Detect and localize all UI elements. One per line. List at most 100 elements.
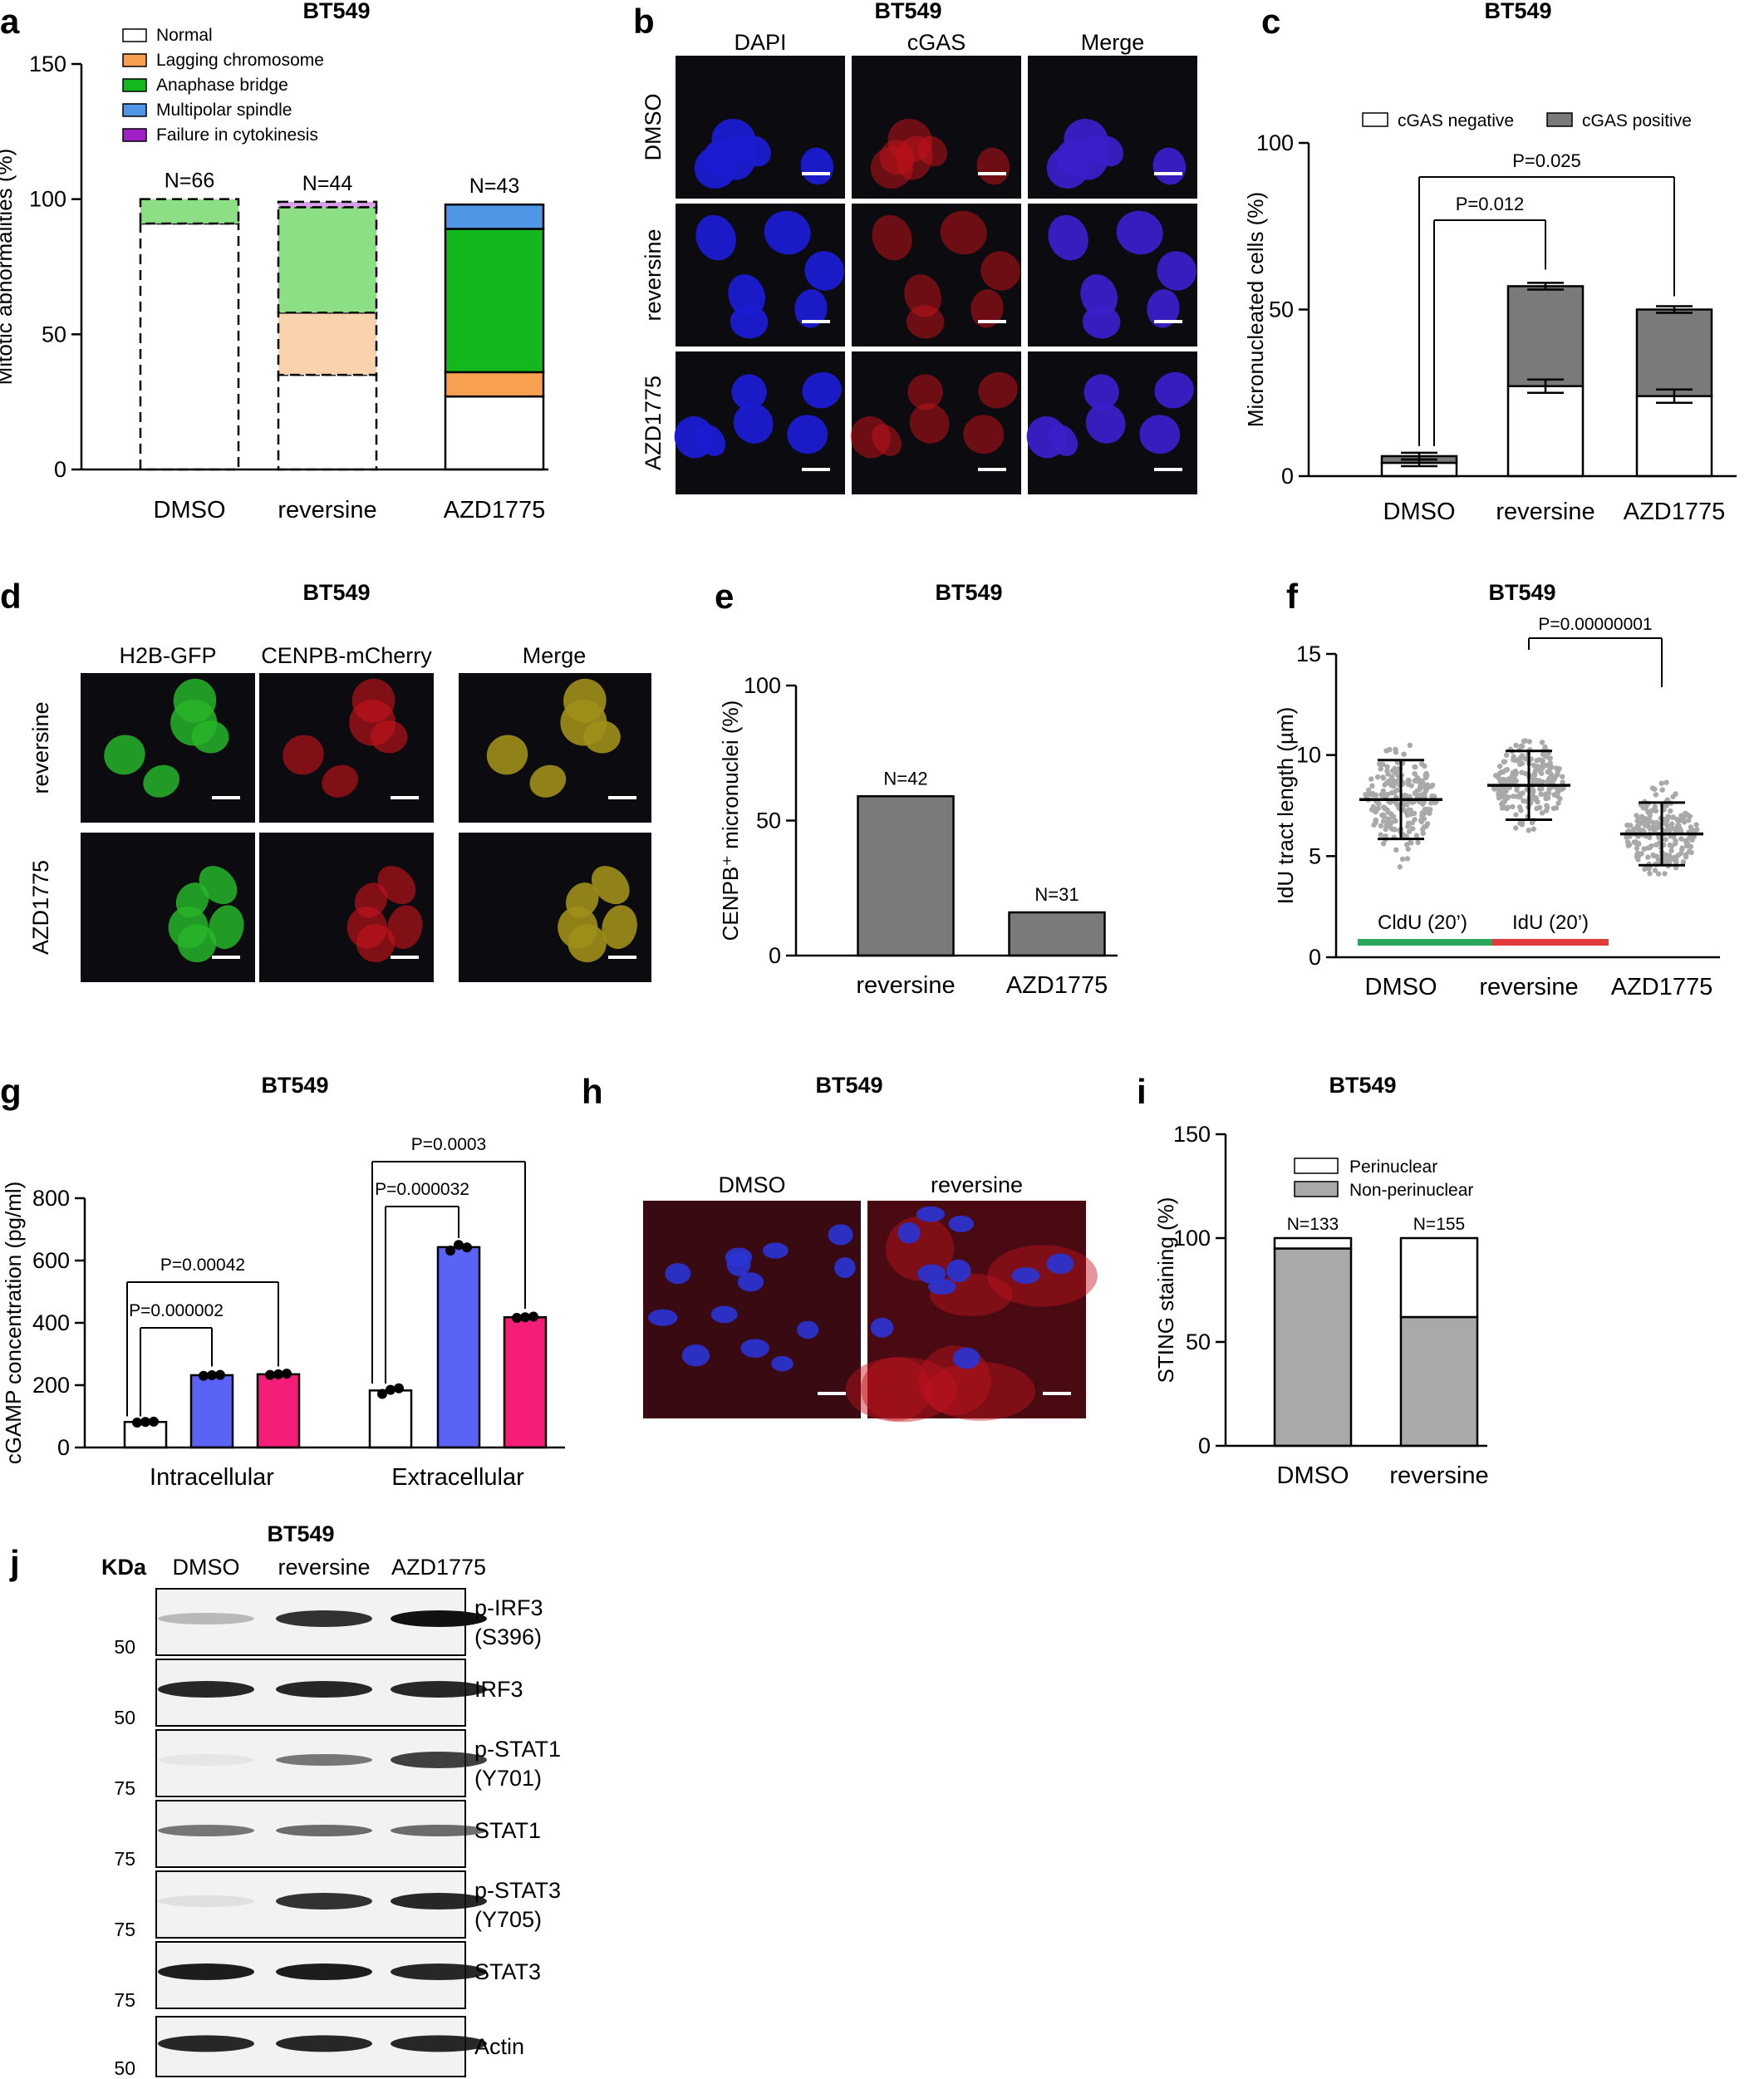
panel-d-merge-image-nucleus bbox=[565, 882, 599, 918]
panel-f-idu-label: IdU (20’) bbox=[1512, 912, 1589, 934]
panel-f-data-point bbox=[1683, 838, 1688, 843]
panel-f-data-point bbox=[1540, 779, 1546, 785]
panel-j-blot-label: (S396) bbox=[474, 1624, 542, 1649]
panel-j-band bbox=[276, 1893, 372, 1909]
panel-f-data-point bbox=[1516, 794, 1523, 800]
panel-a-legend-label: Failure in cytokinesis bbox=[156, 125, 318, 145]
panel-b-row-label: reversine bbox=[641, 229, 666, 321]
panel-c-x-label: DMSO bbox=[1383, 499, 1456, 525]
panel-f-data-point bbox=[1422, 793, 1427, 799]
panel-j-blot-label: Actin bbox=[474, 2034, 524, 2059]
panel-b-merge-image-nucleus bbox=[1157, 251, 1197, 291]
panel-h-nucleus bbox=[828, 1224, 853, 1246]
panel-g-data-point bbox=[140, 1417, 150, 1428]
panel-f-y-tick-label: 10 bbox=[1296, 743, 1321, 768]
panel-f-data-point bbox=[1419, 778, 1426, 784]
panel-f-idu-bar bbox=[1492, 939, 1609, 946]
panel-a-bar-segment bbox=[139, 222, 240, 471]
panel-a-title: BT549 bbox=[302, 0, 370, 23]
panel-d-merge-image-nucleus bbox=[486, 735, 528, 775]
panel-f-cldu-bar bbox=[1358, 939, 1492, 946]
panel-e-x-label: reversine bbox=[856, 972, 955, 999]
panel-f-data-point bbox=[1363, 791, 1368, 798]
panel-f-data-point bbox=[1542, 744, 1548, 750]
panel-f-data-point bbox=[1380, 841, 1387, 847]
panel-c-legend-swatch bbox=[1546, 112, 1573, 127]
panel-d-h2b-image-nucleus bbox=[175, 882, 209, 918]
panel-h-column-label: DMSO bbox=[719, 1172, 786, 1197]
panel-f-data-point bbox=[1650, 819, 1656, 825]
panel-e-y-tick-label: 50 bbox=[756, 808, 781, 833]
panel-h-nucleus bbox=[834, 1257, 856, 1279]
panel-f-data-point bbox=[1409, 819, 1416, 826]
panel-b-title: BT549 bbox=[874, 0, 941, 23]
panel-d-merge-image-scale-bar bbox=[608, 956, 636, 959]
panel-f-data-point bbox=[1688, 824, 1694, 830]
panel-d-column-label: CENPB-mCherry bbox=[261, 643, 432, 668]
panel-f-data-point bbox=[1538, 791, 1544, 798]
panel-f-data-point bbox=[1534, 758, 1540, 764]
panel-i-legend-swatch bbox=[1294, 1157, 1339, 1174]
panel-f-data-point bbox=[1513, 812, 1519, 818]
panel-g-data-point bbox=[520, 1312, 530, 1323]
panel-f-data-point bbox=[1399, 856, 1406, 863]
panel-b-dapi-image-nucleus bbox=[787, 415, 828, 455]
panel-b-cgas-image-scale-bar bbox=[978, 172, 1006, 175]
panel-h-nucleus bbox=[917, 1264, 946, 1284]
panel-a-x-label: AZD1775 bbox=[444, 497, 546, 523]
panel-f-data-point bbox=[1539, 810, 1545, 816]
panel-f-data-point bbox=[1537, 786, 1543, 792]
panel-g-data-point bbox=[149, 1416, 159, 1427]
panel-b-row-label: DMSO bbox=[641, 94, 666, 161]
panel-b-merge-image-nucleus bbox=[1026, 415, 1067, 459]
panel-h-nucleus bbox=[948, 1215, 974, 1232]
panel-b-dapi-image-scale-bar bbox=[802, 468, 830, 471]
panel-j-blot-label: STAT1 bbox=[474, 1818, 541, 1843]
panel-g-data-point bbox=[512, 1313, 522, 1323]
panel-a-bar-segment bbox=[277, 373, 378, 471]
panel-h-scale-bar bbox=[1043, 1392, 1071, 1395]
panel-f-data-point bbox=[1656, 821, 1662, 827]
panel-d-merge-image-nucleus bbox=[583, 720, 621, 754]
panel-f-data-point bbox=[1640, 804, 1646, 811]
panel-f-y-tick-label: 0 bbox=[1309, 945, 1321, 970]
panel-j-blot-label: IRF3 bbox=[474, 1677, 523, 1702]
panel-g-group-label: Intracellular bbox=[150, 1464, 274, 1491]
panel-d-cenpb-image-nucleus bbox=[346, 906, 387, 949]
panel-f-x-label: reversine bbox=[1479, 974, 1578, 1000]
panel-f-data-point bbox=[1664, 816, 1671, 822]
panel-f-data-point bbox=[1555, 800, 1561, 806]
panel-f-data-point bbox=[1649, 785, 1656, 791]
panel-a-legend-swatch bbox=[122, 128, 147, 142]
panel-f-data-point bbox=[1517, 759, 1524, 765]
panel-h-column-label: reversine bbox=[931, 1172, 1023, 1197]
panel-f-data-point bbox=[1414, 774, 1421, 781]
panel-a-annotation: N=43 bbox=[469, 174, 519, 198]
panel-d-cenpb-image-nucleus bbox=[370, 720, 408, 754]
panel-f-data-point bbox=[1397, 864, 1403, 870]
panel-f-data-point bbox=[1521, 738, 1527, 745]
panel-g-bar bbox=[256, 1373, 301, 1449]
panel-f-data-point bbox=[1665, 826, 1671, 832]
panel-f-data-point bbox=[1512, 768, 1519, 774]
panel-f-data-point bbox=[1376, 761, 1383, 767]
panel-f-y-tick-label: 15 bbox=[1296, 641, 1321, 666]
panel-f-data-point bbox=[1553, 790, 1560, 797]
panel-f-data-point bbox=[1405, 846, 1411, 853]
panel-j-band bbox=[276, 1681, 372, 1698]
panel-f-data-point bbox=[1673, 826, 1679, 833]
panel-f-data-point bbox=[1531, 826, 1536, 832]
panel-b-column-label: DAPI bbox=[734, 30, 786, 55]
panel-j-lane-label: AZD1775 bbox=[391, 1555, 486, 1580]
panel-f-data-point bbox=[1634, 850, 1641, 857]
panel-f-data-point bbox=[1383, 794, 1388, 800]
panel-f-data-point bbox=[1668, 848, 1674, 853]
panel-b-dapi-image-scale-bar bbox=[802, 320, 830, 323]
panel-f-title: BT549 bbox=[1488, 580, 1555, 605]
panel-b-column-label: cGAS bbox=[907, 30, 966, 55]
panel-f-data-point bbox=[1517, 754, 1524, 760]
panel-b-merge-image-nucleus bbox=[1152, 147, 1187, 185]
panel-j-lane-label: reversine bbox=[278, 1555, 370, 1580]
panel-f-data-point bbox=[1388, 774, 1395, 779]
